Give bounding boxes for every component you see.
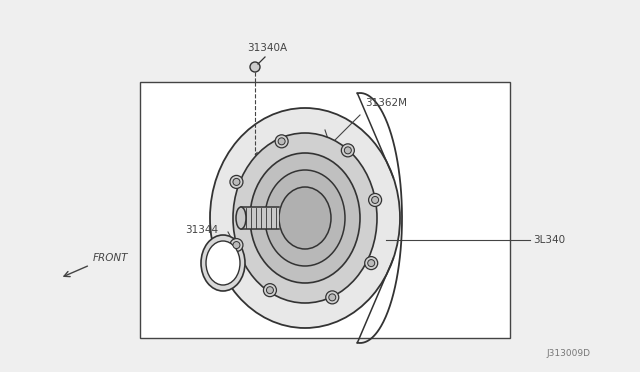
Ellipse shape <box>233 179 240 185</box>
Ellipse shape <box>264 284 276 296</box>
Ellipse shape <box>201 235 245 291</box>
Ellipse shape <box>344 147 351 154</box>
Ellipse shape <box>275 135 288 148</box>
Ellipse shape <box>230 176 243 189</box>
Ellipse shape <box>279 187 331 249</box>
Ellipse shape <box>206 241 240 285</box>
Ellipse shape <box>365 257 378 270</box>
Text: 31344: 31344 <box>185 225 218 235</box>
Text: 31362M: 31362M <box>365 98 407 108</box>
Ellipse shape <box>329 294 336 301</box>
Ellipse shape <box>368 260 374 267</box>
Bar <box>140 82 510 338</box>
Ellipse shape <box>236 207 246 229</box>
Ellipse shape <box>372 196 379 203</box>
Ellipse shape <box>233 241 240 248</box>
Text: 3L340: 3L340 <box>533 235 565 245</box>
Ellipse shape <box>265 170 345 266</box>
Circle shape <box>250 62 260 72</box>
Ellipse shape <box>230 238 243 251</box>
Text: J313009D: J313009D <box>546 349 590 358</box>
Ellipse shape <box>369 193 381 206</box>
Ellipse shape <box>210 108 400 328</box>
Ellipse shape <box>266 287 273 294</box>
Text: 31340A: 31340A <box>247 43 287 53</box>
Text: FRONT: FRONT <box>93 253 129 263</box>
Ellipse shape <box>278 138 285 145</box>
Ellipse shape <box>326 291 339 304</box>
Ellipse shape <box>341 144 355 157</box>
Bar <box>241 207 279 229</box>
Ellipse shape <box>250 153 360 283</box>
Ellipse shape <box>233 133 377 303</box>
